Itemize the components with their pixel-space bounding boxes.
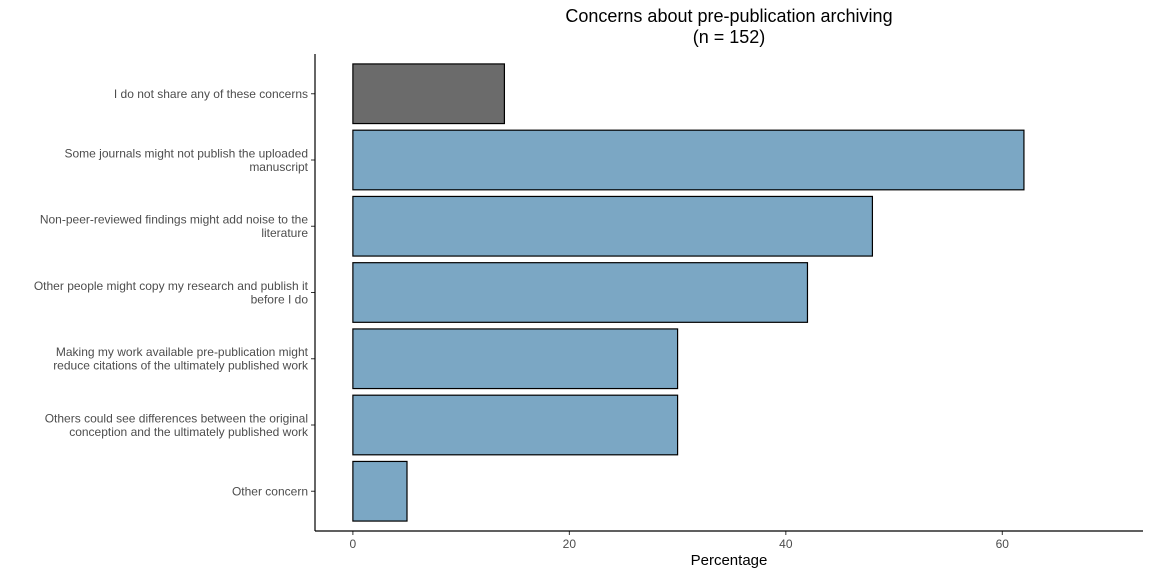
x-axis-title: Percentage	[691, 552, 768, 569]
bar	[352, 460, 408, 522]
category-label-line: Some journals might not publish the uplo…	[65, 146, 309, 160]
x-tick-label: 60	[996, 537, 1010, 551]
category-label-line: literature	[261, 226, 308, 240]
x-tick-label: 40	[779, 537, 793, 551]
chart-title: Concerns about pre-publication archiving	[565, 6, 892, 26]
category-label-line: I do not share any of these concerns	[114, 87, 308, 101]
category-label: Others could see differences between the…	[45, 411, 309, 439]
bar	[352, 195, 874, 257]
bars-group	[352, 63, 1025, 522]
chart-subtitle: (n = 152)	[693, 27, 766, 47]
category-label: I do not share any of these concerns	[114, 87, 308, 101]
category-label-line: Other concern	[232, 484, 308, 498]
category-labels: I do not share any of these concerns Some…	[34, 87, 315, 498]
x-tick-label: 20	[563, 537, 577, 551]
bar	[352, 328, 679, 390]
category-label-line: conception and the ultimately published …	[69, 425, 309, 439]
category-label: Other people might copy my research and …	[34, 279, 309, 307]
bar	[352, 394, 679, 456]
category-label-line: Non-peer-reviewed findings might add noi…	[40, 213, 308, 227]
bar	[352, 63, 506, 125]
category-label: Some journals might not publish the uplo…	[65, 146, 309, 174]
bar	[352, 262, 809, 323]
x-axis-ticks: 0 20 40 60	[350, 531, 1010, 551]
category-label: Other concern	[232, 484, 308, 498]
bar	[352, 129, 1025, 191]
category-label-line: before I do	[251, 292, 309, 306]
category-label-line: Others could see differences between the…	[45, 411, 308, 425]
category-label-line: Other people might copy my research and …	[34, 279, 309, 293]
category-label: Non-peer-reviewed findings might add noi…	[40, 213, 308, 241]
x-tick-label: 0	[350, 537, 357, 551]
category-label-line: reduce citations of the ultimately publi…	[53, 359, 309, 373]
category-label: Making my work available pre-publication…	[53, 345, 309, 373]
category-label-line: manuscript	[249, 160, 308, 174]
category-label-line: Making my work available pre-publication…	[56, 345, 309, 359]
